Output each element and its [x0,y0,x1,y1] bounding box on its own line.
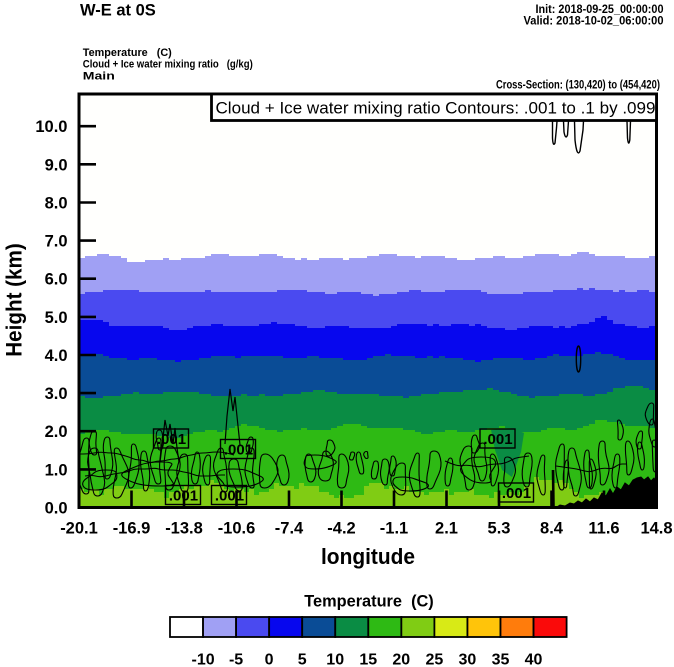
svg-text:.001: .001 [157,431,186,448]
svg-text:Cross-Section: (130,420) to (4: Cross-Section: (130,420) to (454,420) [496,80,660,92]
svg-text:.001: .001 [224,441,253,458]
svg-text:-5: -5 [229,652,243,667]
svg-text:10: 10 [326,652,344,667]
svg-text:7.0: 7.0 [45,233,68,251]
svg-text:-4.2: -4.2 [327,520,355,538]
svg-text:-10.6: -10.6 [218,520,256,538]
svg-text:5.3: 5.3 [488,520,511,538]
svg-text:2.1: 2.1 [435,520,458,538]
svg-text:40: 40 [525,652,543,667]
svg-text:Height (km): Height (km) [2,243,27,357]
svg-text:2.0: 2.0 [45,423,68,441]
svg-text:11.6: 11.6 [588,520,619,538]
svg-text:1.0: 1.0 [45,461,68,479]
svg-text:14.8: 14.8 [640,520,672,538]
svg-text:.001: .001 [215,487,244,504]
svg-text:5.0: 5.0 [45,309,68,327]
svg-text:15: 15 [359,652,377,667]
svg-text:longitude: longitude [321,544,415,569]
svg-text:.001: .001 [502,485,531,502]
svg-text:-7.4: -7.4 [275,520,304,538]
svg-text:3.0: 3.0 [45,385,68,403]
svg-text:-13.8: -13.8 [165,520,203,538]
svg-text:0: 0 [265,652,274,667]
svg-text:-16.9: -16.9 [113,520,151,538]
svg-text:Valid: 2018-10-02_06:00:00: Valid: 2018-10-02_06:00:00 [524,16,664,28]
svg-text:Temperature (C): Temperature (C) [83,47,172,59]
svg-text:W-E at 0S: W-E at 0S [80,2,156,20]
svg-text:10.0: 10.0 [35,118,67,136]
svg-text:35: 35 [492,652,510,667]
svg-text:Temperature (C): Temperature (C) [304,592,434,611]
svg-text:6.0: 6.0 [45,271,68,289]
svg-text:0.0: 0.0 [45,500,68,518]
svg-text:4.0: 4.0 [45,347,68,365]
svg-text:25: 25 [426,652,444,667]
svg-text:-10: -10 [192,652,215,667]
svg-text:.001: .001 [483,431,512,448]
svg-text:Cloud + Ice water mixing ratio: Cloud + Ice water mixing ratio Contours:… [216,99,656,118]
svg-text:20: 20 [392,652,410,667]
svg-text:-20.1: -20.1 [60,520,98,538]
svg-text:Main: Main [83,70,115,82]
svg-text:5: 5 [298,652,307,667]
svg-text:Init: 2018-09-25_00:00:00: Init: 2018-09-25_00:00:00 [536,4,664,16]
svg-text:9.0: 9.0 [45,156,68,174]
svg-text:-1.1: -1.1 [380,520,408,538]
svg-text:30: 30 [459,652,477,667]
svg-text:Cloud + Ice water mixing ratio: Cloud + Ice water mixing ratio (g/kg) [83,59,253,71]
svg-text:8.0: 8.0 [45,195,68,213]
svg-text:8.4: 8.4 [540,520,564,538]
